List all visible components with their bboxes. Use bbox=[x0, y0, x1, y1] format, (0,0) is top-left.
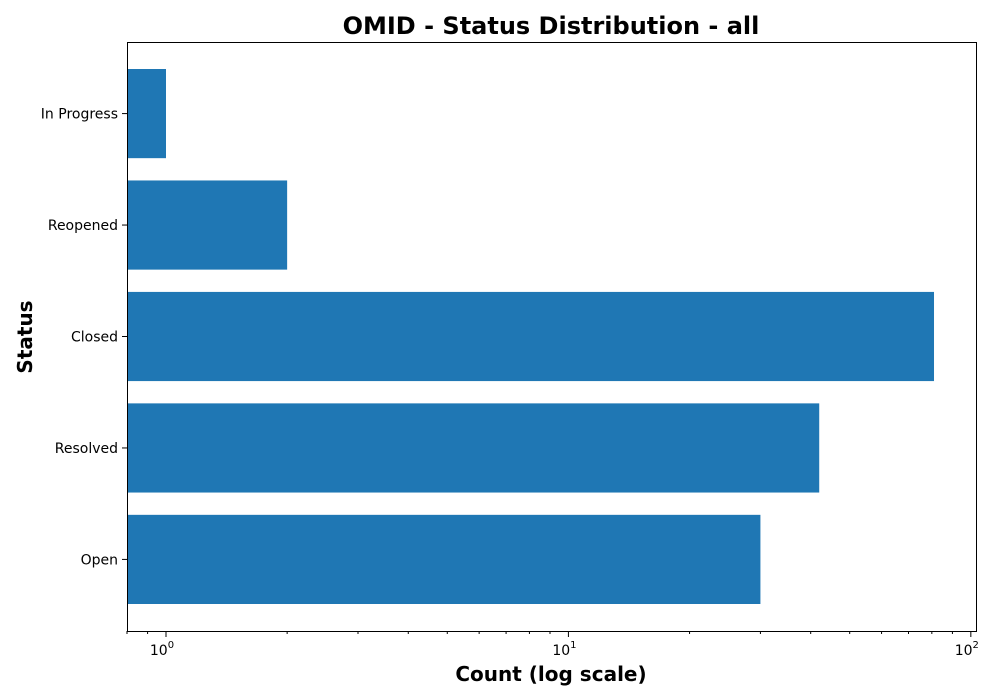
bar-resolved bbox=[127, 403, 820, 493]
chart-title: OMID - Status Distribution - all bbox=[343, 12, 760, 40]
bar-in-progress bbox=[127, 69, 166, 159]
x-tick-label: 102 bbox=[955, 640, 979, 659]
bar-closed bbox=[127, 291, 935, 382]
x-axis-label: Count (log scale) bbox=[455, 662, 646, 686]
plot-frame bbox=[127, 42, 977, 632]
bar-open bbox=[127, 514, 761, 604]
x-tick-label: 100 bbox=[150, 640, 174, 659]
bar-reopened bbox=[127, 180, 288, 270]
bars bbox=[127, 69, 935, 604]
x-axis-ticks: 100 101 102 bbox=[126, 631, 979, 659]
y-tick-label: Closed bbox=[71, 330, 118, 346]
y-axis-label: Status bbox=[13, 300, 37, 373]
y-axis-ticks: Open Resolved Closed Reopened In Progress bbox=[41, 107, 127, 568]
y-tick-label: Open bbox=[81, 552, 118, 568]
y-tick-label: Reopened bbox=[48, 218, 118, 234]
y-tick-label: In Progress bbox=[41, 107, 118, 123]
y-tick-label: Resolved bbox=[55, 441, 118, 457]
x-tick-label: 101 bbox=[552, 640, 576, 659]
